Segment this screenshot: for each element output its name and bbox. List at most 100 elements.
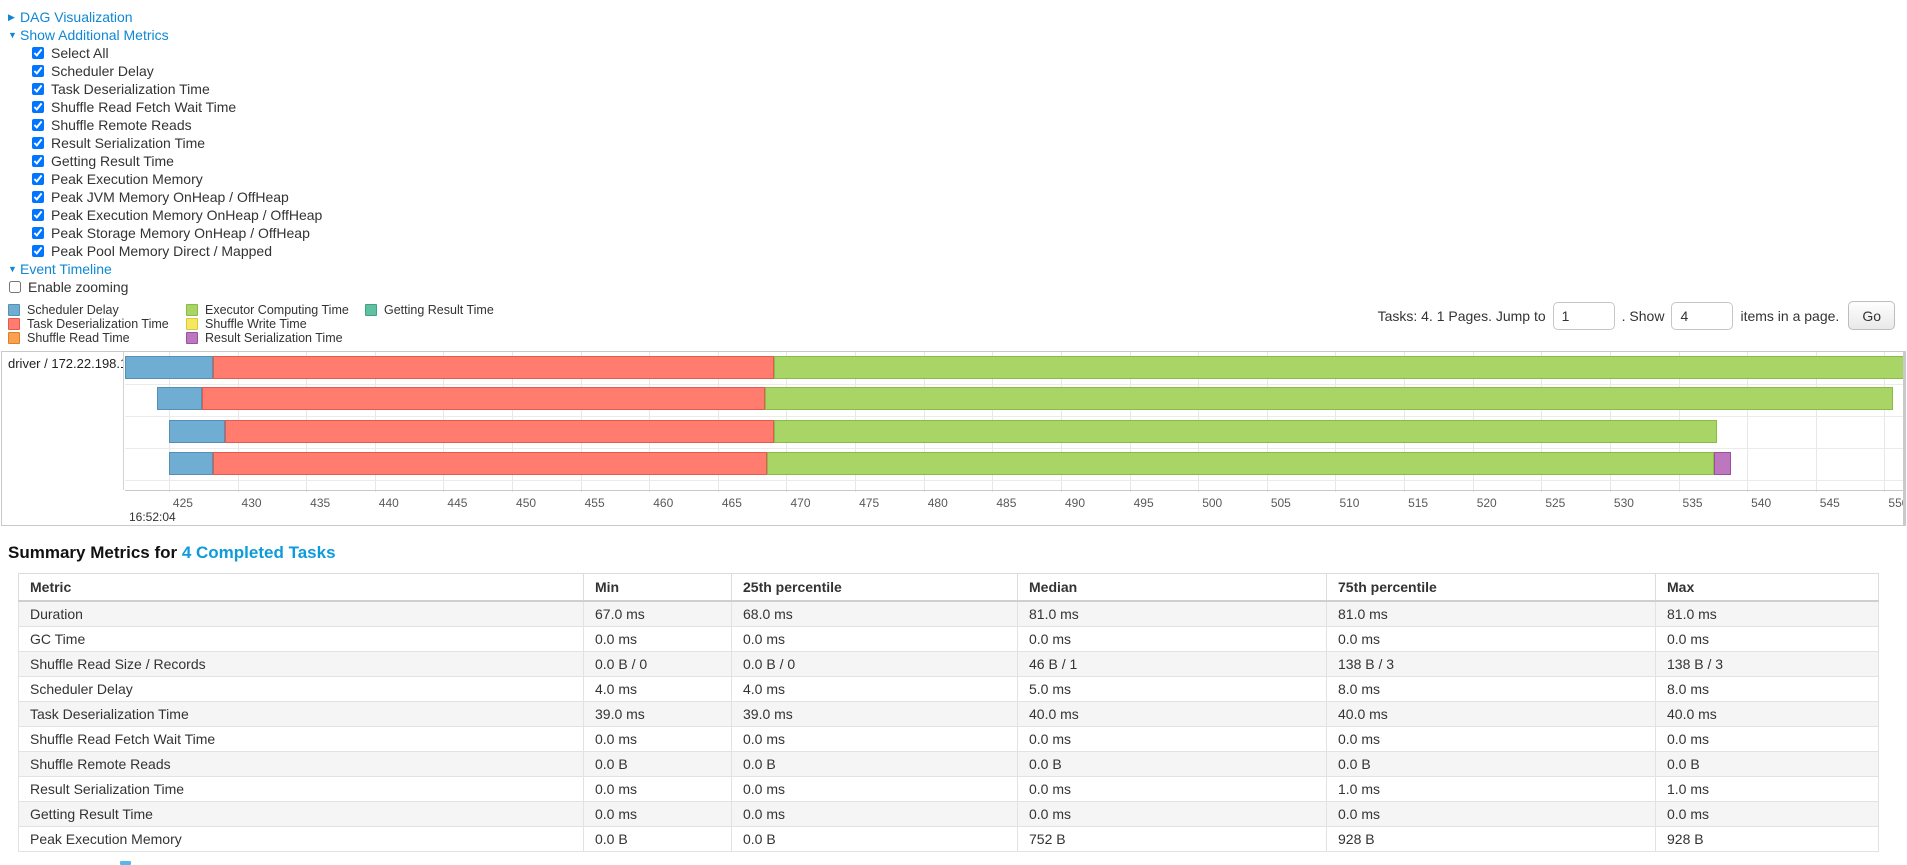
table-cell: Getting Result Time (18, 801, 584, 827)
metric-checkbox-item: Task Deserialization Time (32, 80, 1907, 98)
table-cell: Task Deserialization Time (18, 701, 584, 727)
task-bar-segment-task-deserialization[interactable] (225, 420, 775, 443)
enable-zooming-label: Enable zooming (28, 279, 129, 295)
table-cell: 0.0 ms (1326, 726, 1656, 752)
metric-checkbox-item: Peak Execution Memory (32, 170, 1907, 188)
go-button[interactable]: Go (1848, 301, 1895, 330)
jump-to-page-input[interactable] (1552, 301, 1615, 330)
metric-checkbox[interactable] (32, 173, 44, 185)
table-cell: 39.0 ms (583, 701, 732, 727)
axis-tick-label: 505 (1270, 496, 1291, 510)
metric-checkbox-item: Peak Pool Memory Direct / Mapped (32, 242, 1907, 260)
table-cell: 81.0 ms (1326, 600, 1656, 627)
metric-checkbox[interactable] (32, 191, 44, 203)
metric-checkbox[interactable] (32, 83, 44, 95)
metric-checkbox[interactable] (32, 137, 44, 149)
timeline-axis: 425 430 435 440 445 450 455 460 465 470 475 480 485 4… (125, 490, 1905, 525)
timeline-legend: Scheduler Delay Task Deserialization Time… (8, 303, 494, 345)
event-timeline-chart: driver / 172.22.198.104 4254304354404454… (1, 351, 1906, 526)
legend-label: Getting Result Time (384, 303, 494, 317)
event-timeline-label: Event Timeline (20, 261, 112, 277)
table-row: Scheduler Delay 4.0 ms 4.0 ms 5.0 ms 8.0 ms 8… (18, 676, 1879, 702)
axis-tick-label: 445 (447, 496, 468, 510)
table-cell: 0.0 ms (731, 726, 1018, 752)
legend-swatch-getting-result (365, 304, 377, 316)
completed-tasks-link[interactable]: 4 Completed Tasks (181, 543, 336, 562)
legend-pagination-band: Scheduler Delay Task Deserialization Time… (0, 301, 1907, 349)
metric-checkbox-item: Peak JVM Memory OnHeap / OffHeap (32, 188, 1907, 206)
metric-checkbox-label: Scheduler Delay (51, 63, 154, 79)
summary-metrics-title: Summary Metrics for 4 Completed Tasks (8, 543, 1907, 563)
table-row: Getting Result Time 0.0 ms 0.0 ms 0.0 ms 0.0… (18, 801, 1879, 827)
table-row: Shuffle Read Fetch Wait Time 0.0 ms 0.0 ms… (18, 726, 1879, 752)
metric-checkbox[interactable] (32, 65, 44, 77)
task-bar-segment-scheduler-delay[interactable] (156, 387, 202, 410)
task-bar-segment-executor-computing[interactable] (774, 420, 1717, 443)
task-bar-segment-task-deserialization[interactable] (212, 452, 768, 475)
legend-item: Shuffle Write Time (186, 317, 365, 331)
table-cell: 0.0 ms (583, 801, 732, 827)
task-bar-segment-scheduler-delay[interactable] (168, 420, 226, 443)
task-bar-segment-scheduler-delay[interactable] (125, 356, 213, 379)
table-cell: 4.0 ms (731, 676, 1018, 702)
table-cell: 40.0 ms (1655, 701, 1879, 727)
row-gridline (125, 479, 1905, 481)
axis-tick-label: 515 (1408, 496, 1429, 510)
table-cell: 752 B (1017, 826, 1327, 852)
dag-visualization-label: DAG Visualization (20, 9, 133, 25)
items-per-page-input[interactable] (1671, 301, 1734, 330)
table-cell: Shuffle Remote Reads (18, 751, 584, 777)
metric-checkbox-item: Getting Result Time (32, 152, 1907, 170)
table-cell: 46 B / 1 (1017, 651, 1327, 677)
metric-checkbox-item: Scheduler Delay (32, 62, 1907, 80)
task-bar-segment-result-serialization[interactable] (1714, 452, 1731, 475)
table-cell: 0.0 ms (1655, 726, 1879, 752)
table-cell: 39.0 ms (731, 701, 1018, 727)
metric-checkbox[interactable] (32, 47, 44, 59)
task-bar-segment-executor-computing[interactable] (774, 356, 1904, 379)
axis-tick-label: 540 (1751, 496, 1772, 510)
metric-checkbox-label: Peak Pool Memory Direct / Mapped (51, 243, 272, 259)
axis-tick-label: 490 (1064, 496, 1085, 510)
expanded-arrow-icon: ▼ (8, 264, 17, 274)
metric-checkbox[interactable] (32, 119, 44, 131)
task-bar-segment-task-deserialization[interactable] (212, 356, 775, 379)
legend-swatch-task-deserialization (8, 318, 20, 330)
axis-tick-label: 440 (378, 496, 399, 510)
task-bar-segment-executor-computing[interactable] (767, 452, 1715, 475)
table-header-cell: Max (1655, 573, 1879, 602)
legend-swatch-result-serialization (186, 332, 198, 344)
timeline-group-column: driver / 172.22.198.104 (2, 352, 124, 490)
metric-checkbox[interactable] (32, 209, 44, 221)
table-header-row: Metric Min 25th percentile Median 75th perce… (18, 573, 1879, 602)
table-cell: 0.0 ms (1326, 626, 1656, 652)
metric-checkbox-label: Getting Result Time (51, 153, 174, 169)
axis-tick-label: 510 (1339, 496, 1360, 510)
metric-checkbox-label: Shuffle Read Fetch Wait Time (51, 99, 237, 115)
metric-checkbox-item: Shuffle Remote Reads (32, 116, 1907, 134)
row-gridline (125, 415, 1905, 417)
axis-tick-label: 435 (310, 496, 331, 510)
metric-checkbox[interactable] (32, 245, 44, 257)
task-bar-segment-executor-computing[interactable] (764, 387, 1893, 410)
axis-tick-label: 460 (653, 496, 674, 510)
table-header-cell: 25th percentile (731, 573, 1018, 602)
metric-checkbox[interactable] (32, 101, 44, 113)
table-cell: 0.0 B (583, 751, 732, 777)
table-cell: 0.0 ms (1017, 626, 1327, 652)
dag-visualization-toggle[interactable]: ▶ DAG Visualization (8, 8, 1907, 26)
enable-zooming-checkbox[interactable] (9, 281, 21, 293)
metric-checkbox[interactable] (32, 227, 44, 239)
table-cell: 81.0 ms (1017, 600, 1327, 627)
metric-checkbox-item: Peak Execution Memory OnHeap / OffHeap (32, 206, 1907, 224)
legend-item: Shuffle Read Time (8, 331, 186, 345)
table-row: Duration 67.0 ms 68.0 ms 81.0 ms 81.0 ms 81.0… (18, 600, 1879, 627)
table-cell: 0.0 B (1017, 751, 1327, 777)
legend-label: Task Deserialization Time (27, 317, 169, 331)
show-additional-metrics-toggle[interactable]: ▼ Show Additional Metrics (8, 26, 1907, 44)
task-bar-segment-task-deserialization[interactable] (201, 387, 765, 410)
event-timeline-toggle[interactable]: ▼ Event Timeline (8, 260, 1907, 278)
metric-checkbox[interactable] (32, 155, 44, 167)
task-bar-segment-scheduler-delay[interactable] (168, 452, 213, 475)
legend-item: Task Deserialization Time (8, 317, 186, 331)
